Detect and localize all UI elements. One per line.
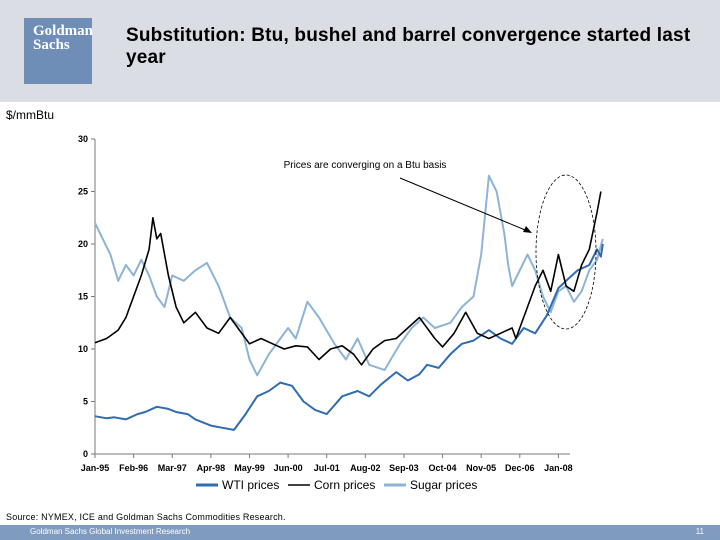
header-band: Goldman Sachs Substitution: Btu, bushel … xyxy=(0,0,720,102)
annotation-arrow-line xyxy=(399,177,531,233)
x-tick-label: Apr-98 xyxy=(197,463,226,473)
y-tick-label: 30 xyxy=(78,134,88,144)
source-note: Source: NYMEX, ICE and Goldman Sachs Com… xyxy=(6,512,286,522)
y-tick-label: 0 xyxy=(83,449,88,459)
series-line-corn-prices xyxy=(94,191,602,366)
x-tick-label: Oct-04 xyxy=(429,463,457,473)
convergence-ellipse xyxy=(535,174,597,330)
annotation-arrowhead xyxy=(523,226,532,233)
x-tick-label: Aug-02 xyxy=(350,463,381,473)
y-tick-label: 10 xyxy=(78,344,88,354)
footer-bar: Goldman Sachs Global Investment Research… xyxy=(0,525,720,540)
legend-label-wti-prices: WTI prices xyxy=(222,478,279,492)
x-tick-label: Jun-00 xyxy=(274,463,303,473)
x-tick-label: Sep-03 xyxy=(389,463,419,473)
legend-label-corn-prices: Corn prices xyxy=(314,478,375,492)
x-tick-label: May-99 xyxy=(234,463,265,473)
logo-line-1: Goldman xyxy=(33,23,94,39)
x-tick-label: Jan-95 xyxy=(81,463,110,473)
series-line-sugar-prices xyxy=(94,174,604,377)
page-number: 11 xyxy=(695,527,704,536)
y-tick-label: 5 xyxy=(83,397,88,407)
x-tick-label: Jul-01 xyxy=(314,463,340,473)
slide-title: Substitution: Btu, bushel and barrel con… xyxy=(126,25,691,68)
x-tick-label: Jan-08 xyxy=(544,463,573,473)
y-tick-label: 25 xyxy=(78,187,88,197)
series-line-wti-prices xyxy=(94,243,604,431)
x-tick-label: Nov-05 xyxy=(466,463,496,473)
price-chart: 0 5 10 15 20 25 30 Jan-95 Feb-96 Mar-97 Apr-98 May-… xyxy=(78,134,604,492)
y-tick-label: 15 xyxy=(78,292,88,302)
x-tick-label: Feb-96 xyxy=(119,463,148,473)
logo-line-2: Sachs xyxy=(33,37,70,53)
x-tick-label: Mar-97 xyxy=(158,463,187,473)
legend-label-sugar-prices: Sugar prices xyxy=(410,478,477,492)
annotation-text: Prices are converging on a Btu basis xyxy=(284,160,447,171)
footer-text: Goldman Sachs Global Investment Research xyxy=(30,527,191,536)
goldman-sachs-logo: Goldman Sachs xyxy=(24,18,94,84)
y-tick-label: 20 xyxy=(78,239,88,249)
y-axis-unit: $/mmBtu xyxy=(6,108,55,122)
x-tick-label: Dec-06 xyxy=(505,463,535,473)
